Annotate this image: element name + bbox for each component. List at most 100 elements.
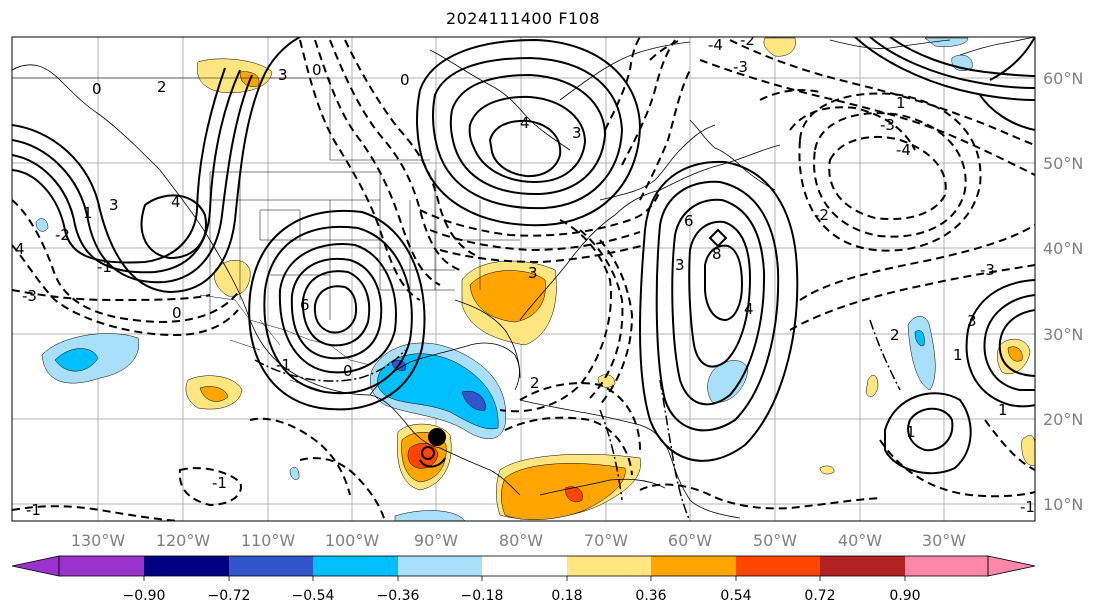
shade-orange-caribbean (501, 463, 626, 520)
colorbar-label: −0.90 (123, 588, 166, 604)
contour-label: 4 (171, 193, 181, 211)
positive-contours (12, 37, 1035, 475)
colorbar-segment (313, 556, 398, 576)
contour-label: 4 (520, 114, 530, 132)
colorbar-extend-left (11, 555, 60, 577)
colorbar-label: 0.36 (635, 588, 666, 604)
contour-label: 0 (400, 71, 410, 89)
contour-label: 0 (343, 362, 353, 380)
contour-label: 2 (890, 326, 900, 344)
colorbar-segment (398, 556, 482, 576)
lat-label: 30°N (1043, 325, 1083, 344)
lat-label: 50°N (1043, 154, 1083, 173)
contour-label: 3 (528, 264, 538, 282)
contour-labels: 4 0 2 3 0 4 6 3 0 4 3 1 3 -2 -4 -3 0 1 -… (15, 31, 1035, 519)
lat-label: 20°N (1043, 410, 1083, 429)
contour-label: -1 (97, 258, 112, 276)
contour-label: 6 (300, 296, 310, 314)
latitude-labels: 60°N 50°N 40°N 30°N 20°N 10°N (1043, 69, 1083, 514)
contour-label: 1 (896, 94, 906, 112)
lon-label: 60°W (668, 531, 712, 550)
contour-label: 1 (953, 346, 963, 364)
lon-label: 130°W (71, 531, 126, 550)
shade-blue-dark-gulf-2 (461, 390, 486, 411)
colorbar-segment (905, 556, 988, 576)
shade-orange-east (1007, 346, 1023, 362)
shade-orange-mexico-west (199, 386, 229, 402)
shading-fields (35, 37, 1035, 521)
contour-label: -3 (733, 58, 748, 76)
shade-blue-arctic-1 (924, 37, 969, 47)
shade-blue-atlantic-1 (707, 360, 749, 403)
lat-label: 40°N (1043, 239, 1083, 258)
lon-label: 40°W (838, 531, 882, 550)
contour-label: 3 (109, 196, 119, 214)
colorbar-label: −0.36 (377, 588, 420, 604)
colorbar-extend-right (987, 555, 1036, 577)
contour-label: 4 (15, 240, 25, 258)
colorbar-label: −0.72 (208, 588, 251, 604)
contour-label: -1 (276, 356, 291, 374)
colorbar-segment (736, 556, 820, 576)
contour-label: 0 (172, 304, 182, 322)
colorbar-label: 0.72 (804, 588, 835, 604)
contour-label: -4 (708, 36, 723, 54)
shade-yellow-small-2 (865, 374, 879, 398)
lon-label: 50°W (753, 531, 797, 550)
lon-label: 110°W (241, 531, 296, 550)
contour-label: -1 (26, 501, 41, 519)
contour-label: 3 (675, 256, 685, 274)
shade-yellow-east-2 (1021, 435, 1035, 466)
shade-blue-small-mexico (289, 467, 300, 480)
contour-label: -3 (22, 287, 37, 305)
lat-label: 60°N (1043, 69, 1083, 88)
lon-label: 30°W (922, 531, 966, 550)
colorbar-label: 0.18 (551, 588, 582, 604)
lon-label: 70°W (584, 531, 628, 550)
contour-label: -3 (980, 261, 995, 279)
colorbar-segment (651, 556, 736, 576)
shade-yellow-arctic (763, 37, 796, 57)
contour-label: 2 (530, 374, 540, 392)
shade-blue-atlantic-2 (907, 316, 936, 391)
contour-label: -2 (740, 31, 755, 49)
lat-label: 10°N (1043, 495, 1083, 514)
shade-blue-small-pacific (35, 218, 49, 232)
lon-label: 80°W (499, 531, 543, 550)
contour-label: -2 (814, 206, 829, 224)
lon-label: 120°W (156, 531, 211, 550)
contour-label: 0 (92, 80, 102, 98)
contour-label: 3 (967, 312, 977, 330)
shade-orange-southeast (469, 270, 546, 323)
contour-label: 3 (278, 66, 288, 84)
shade-cyan-atlantic-2 (914, 330, 925, 346)
contour-label: -1 (212, 474, 227, 492)
map-title: 2024111400 F108 (445, 9, 601, 28)
contour-label: 4 (744, 300, 754, 318)
contour-label: 1 (83, 204, 93, 222)
shade-yellow-small-3 (819, 465, 835, 475)
shade-cyan-pacific (54, 348, 99, 372)
contour-label: 6 (684, 212, 694, 230)
colorbar: −0.90 −0.72 −0.54 −0.36 −0.18 0.18 0.36 … (11, 555, 1036, 604)
contour-label: -4 (896, 141, 911, 159)
map-border (11, 36, 1036, 522)
colorbar-label: 0.90 (889, 588, 920, 604)
colorbar-label: −0.18 (461, 588, 504, 604)
zero-contours (254, 319, 901, 521)
colorbar-label: 0.54 (720, 588, 751, 604)
storm-marker (419, 428, 446, 468)
contour-label: -1 (1020, 498, 1035, 516)
contour-label: 1 (998, 401, 1008, 419)
contour-label: 0 (312, 61, 322, 79)
shade-cyan-gulf (377, 353, 499, 430)
lon-label: 90°W (414, 531, 458, 550)
lon-label: 100°W (325, 531, 380, 550)
colorbar-segment (567, 556, 651, 576)
contour-label: -3 (880, 116, 895, 134)
colorbar-segment (482, 556, 567, 576)
longitude-labels: 130°W 120°W 110°W 100°W 90°W 80°W 70°W 6… (71, 531, 966, 550)
shade-red-caribbean (564, 486, 583, 503)
colorbar-segment (229, 556, 313, 576)
